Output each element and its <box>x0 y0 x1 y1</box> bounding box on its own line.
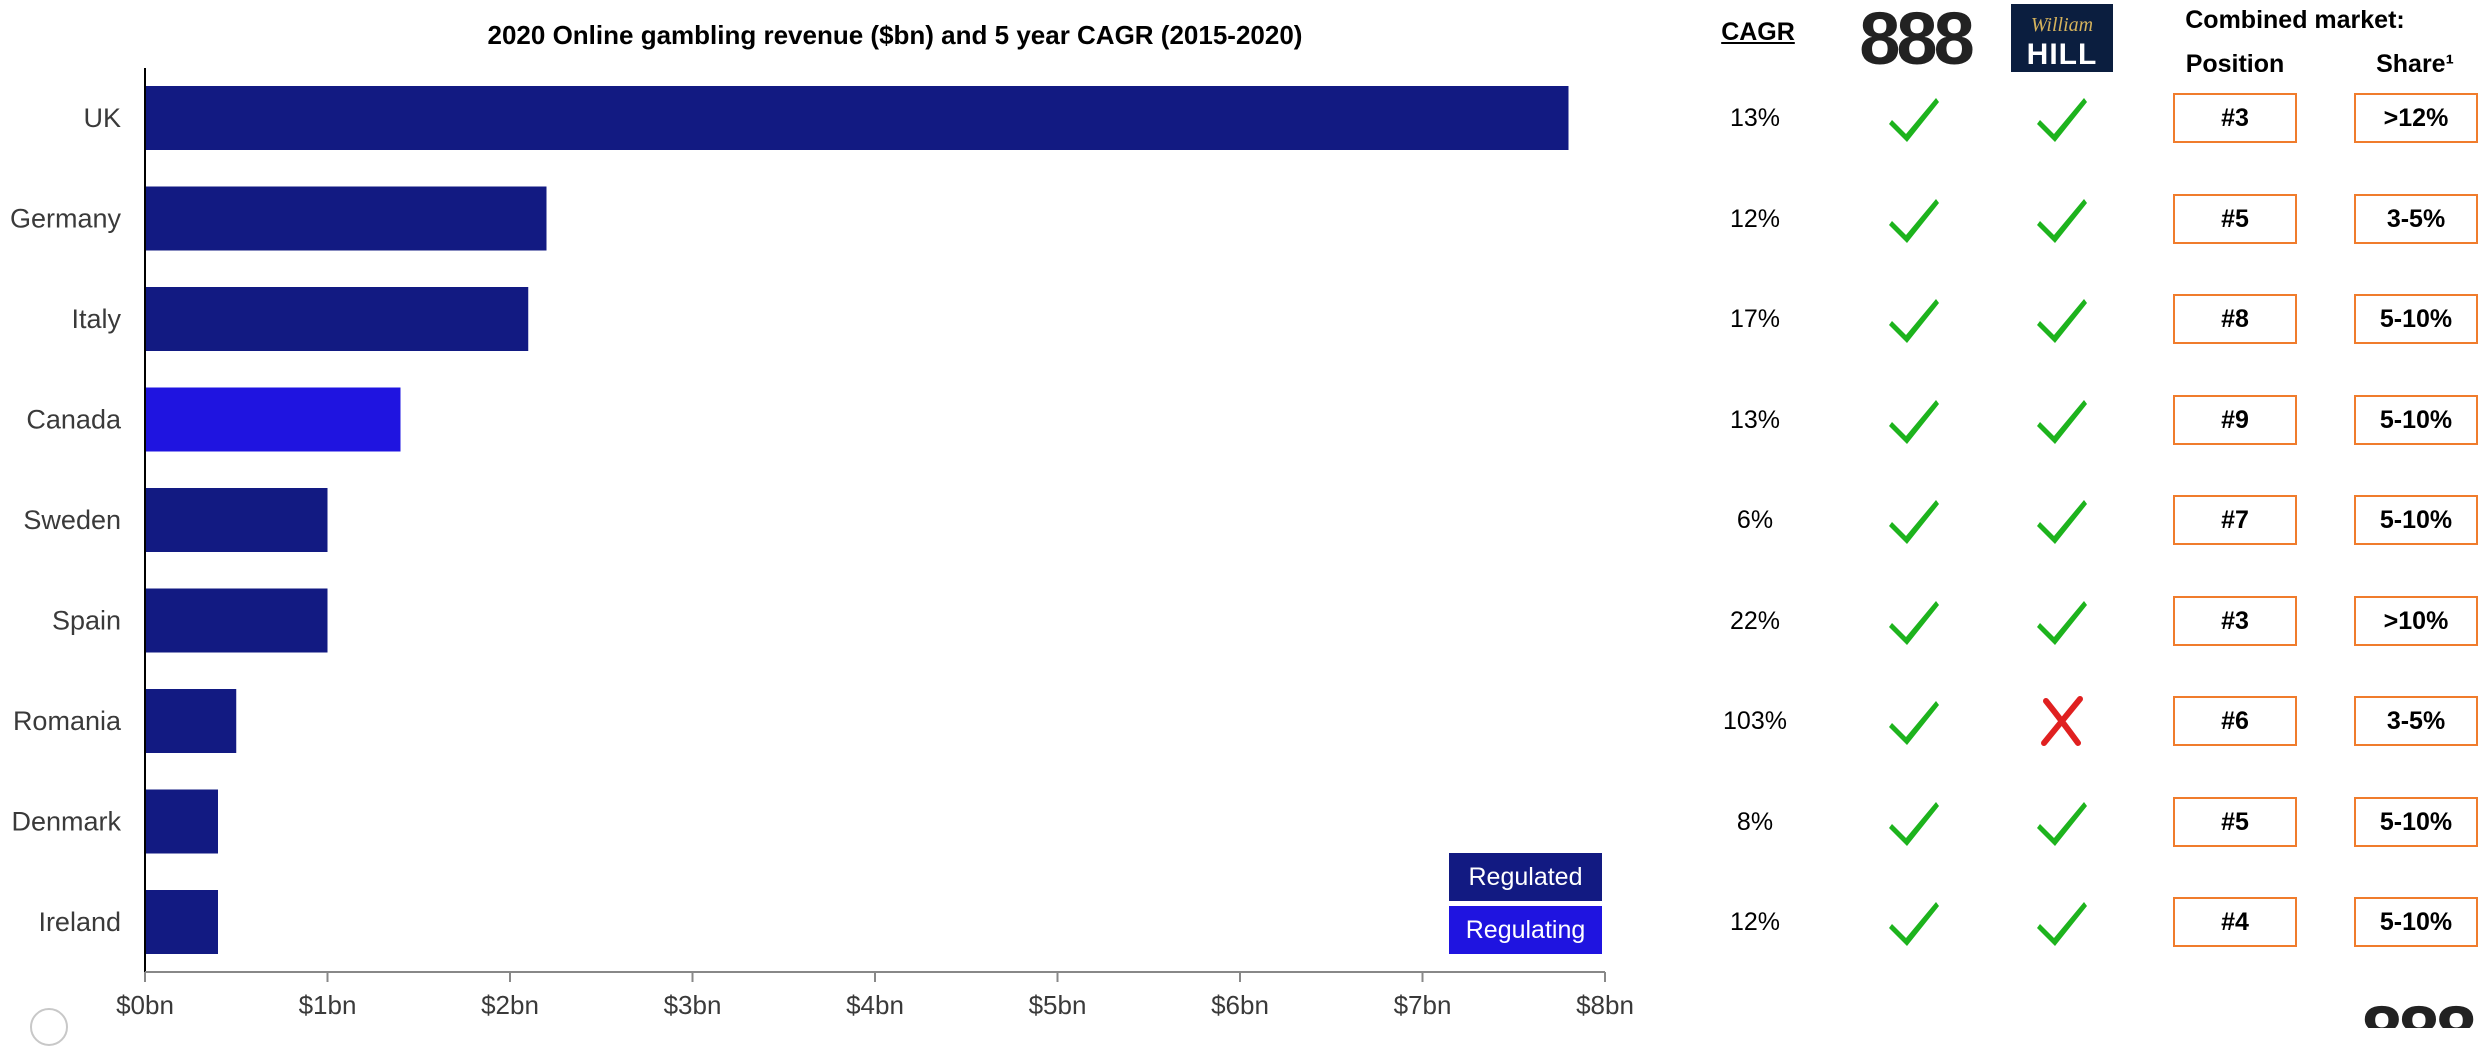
legend-regulating: Regulating <box>1449 906 1602 954</box>
category-label-canada: Canada <box>26 405 122 435</box>
position-header: Position <box>2185 50 2285 78</box>
table-row-sweden: 6% #7 5-10% <box>0 490 2484 550</box>
check-icon <box>2032 792 2092 852</box>
category-label-denmark: Denmark <box>11 807 121 837</box>
cagr-value: 13% <box>1729 405 1781 434</box>
category-label-sweden: Sweden <box>23 505 121 535</box>
table-row-canada: 13% #9 5-10% <box>0 390 2484 450</box>
x-tick-label: $7bn <box>1394 990 1452 1020</box>
check-icon <box>1884 289 1944 349</box>
bar-ireland <box>145 890 218 954</box>
table-row-italy: 17% #8 5-10% <box>0 289 2484 349</box>
william-hill-script-text: William <box>2031 14 2093 36</box>
legend-regulated-label: Regulated <box>1468 863 1583 891</box>
table-row-uk: 13% #3 >12% <box>0 88 2484 148</box>
position-box: #4 <box>2173 897 2297 947</box>
bar-canada <box>145 387 401 452</box>
brand-888-logo: 888 <box>1850 0 1980 80</box>
cagr-value: 13% <box>1729 104 1781 132</box>
share-box: 3-5% <box>2354 193 2478 244</box>
cagr-value: 17% <box>1729 305 1781 333</box>
check-icon <box>2032 490 2092 550</box>
check-icon <box>2032 88 2092 148</box>
bar-chart: 2020 Online gambling revenue ($bn) and 5… <box>10 20 1634 1020</box>
category-label-uk: UK <box>83 103 121 133</box>
table-row-ireland: 12% #4 5-10% <box>0 892 2484 952</box>
share-box: 5-10% <box>2354 796 2478 847</box>
brand-888-text: 888 <box>1859 4 1972 70</box>
category-label-ireland: Ireland <box>38 907 121 937</box>
position-box: #5 <box>2173 193 2297 244</box>
share-box: 5-10% <box>2354 495 2478 545</box>
x-tick-label: $0bn <box>116 990 174 1020</box>
bar-sweden <box>145 488 328 552</box>
check-icon <box>2032 892 2092 952</box>
share-box: 3-5% <box>2354 696 2478 746</box>
share-header: Share¹ <box>2376 50 2454 78</box>
bar-spain <box>145 588 328 653</box>
position-box: #5 <box>2173 796 2297 847</box>
share-box: >12% <box>2354 93 2478 143</box>
x-tick-label: $5bn <box>1029 990 1087 1020</box>
check-icon <box>1884 189 1944 249</box>
bar-italy <box>145 287 529 351</box>
share-box: 5-10% <box>2354 897 2478 947</box>
cagr-value: 8% <box>1736 807 1774 836</box>
category-label-romania: Romania <box>13 706 122 736</box>
position-box: #9 <box>2173 394 2297 445</box>
position-box: #7 <box>2173 495 2297 545</box>
table-row-denmark: 8% #5 5-10% <box>0 792 2484 852</box>
combined-market-header: Combined market: <box>2185 6 2405 34</box>
footer-888-logo: 888 <box>2352 988 2482 1028</box>
category-label-italy: Italy <box>71 304 121 334</box>
bar-romania <box>145 689 237 753</box>
category-label-germany: Germany <box>10 204 122 234</box>
check-icon <box>2032 390 2092 450</box>
bar-germany <box>145 186 547 251</box>
x-tick-label: $8bn <box>1576 990 1634 1020</box>
bar-denmark <box>145 789 218 854</box>
share-box: >10% <box>2354 595 2478 646</box>
cagr-value: 103% <box>1723 707 1787 735</box>
x-tick-label: $1bn <box>299 990 357 1020</box>
check-icon <box>2032 189 2092 249</box>
william-hill-text: HILL <box>2027 38 2098 71</box>
check-icon <box>1884 792 1944 852</box>
table-row-romania: 103% #6 3-5% <box>0 691 2484 751</box>
share-box: 5-10% <box>2354 294 2478 344</box>
share-box: 5-10% <box>2354 394 2478 445</box>
cagr-value: 12% <box>1729 908 1781 936</box>
check-icon <box>1884 88 1944 148</box>
check-icon <box>1884 591 1944 651</box>
cagr-value: 12% <box>1729 204 1781 233</box>
cagr-value: 22% <box>1729 606 1781 635</box>
position-box: #8 <box>2173 294 2297 344</box>
cagr-header: CAGR <box>1721 18 1795 46</box>
x-tick-label: $4bn <box>846 990 904 1020</box>
position-box: #3 <box>2173 595 2297 646</box>
legend-regulated: Regulated <box>1449 853 1602 901</box>
check-icon <box>1884 691 1944 751</box>
x-tick-label: $2bn <box>481 990 539 1020</box>
cagr-value: 6% <box>1736 506 1774 534</box>
category-label-spain: Spain <box>52 606 121 636</box>
check-icon <box>2032 591 2092 651</box>
table-row-germany: 12% #5 3-5% <box>0 189 2484 249</box>
x-tick-label: $6bn <box>1211 990 1269 1020</box>
position-box: #3 <box>2173 93 2297 143</box>
check-icon <box>1884 390 1944 450</box>
table-row-spain: 22% #3 >10% <box>0 591 2484 651</box>
cross-icon <box>2032 691 2092 751</box>
chart-title: 2020 Online gambling revenue ($bn) and 5… <box>488 20 1303 50</box>
footer-888-text: 888 <box>2361 991 2474 1028</box>
position-box: #6 <box>2173 696 2297 746</box>
check-icon <box>2032 289 2092 349</box>
william-hill-logo: William HILL <box>2011 4 2113 72</box>
bar-uk <box>145 86 1569 150</box>
corner-circle-decoration <box>30 1008 68 1046</box>
x-tick-label: $3bn <box>664 990 722 1020</box>
check-icon <box>1884 490 1944 550</box>
check-icon <box>1884 892 1944 952</box>
legend-regulating-label: Regulating <box>1465 916 1586 944</box>
